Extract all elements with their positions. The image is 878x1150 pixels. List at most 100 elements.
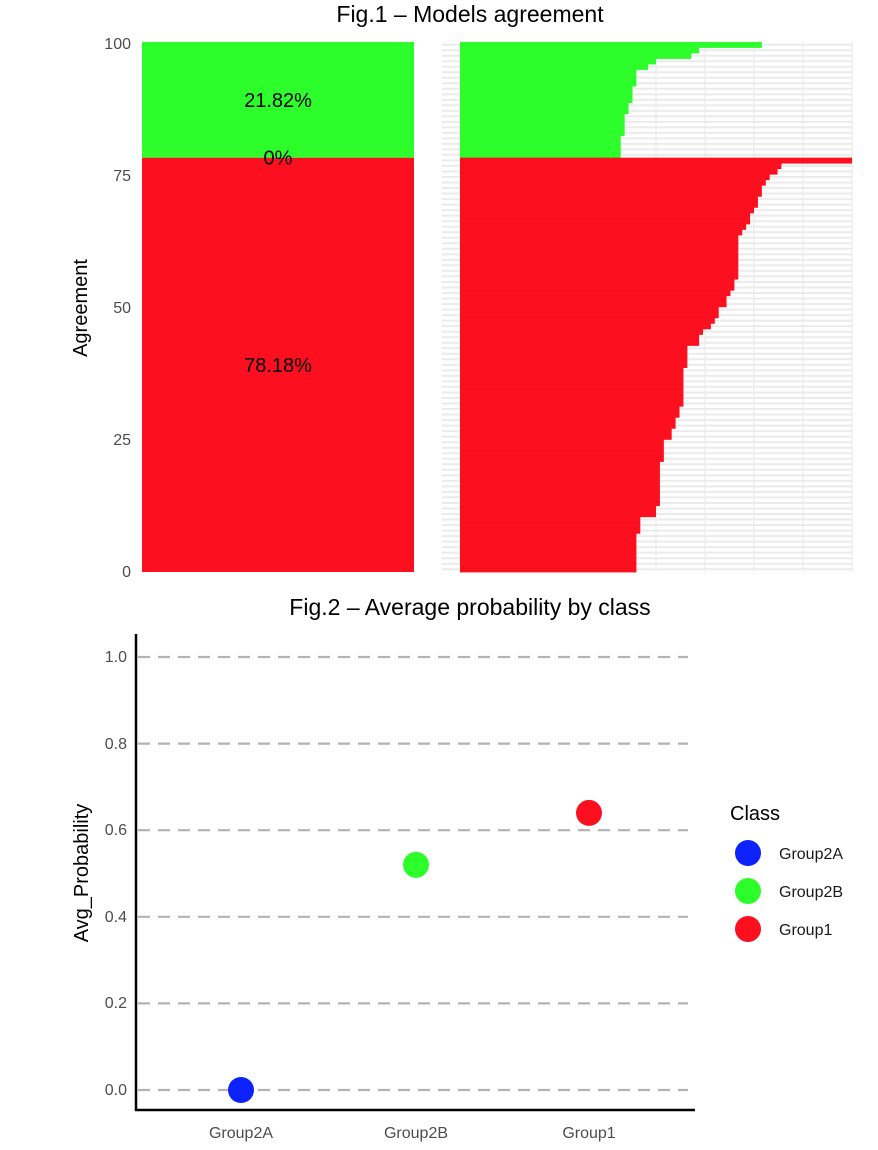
fig1-stacked-panel: [142, 42, 414, 572]
fig1-red-bar: [460, 411, 680, 418]
fig1-green-bar: [460, 102, 629, 109]
fig1-red-bar: [460, 290, 731, 297]
fig1-red-bar: [460, 544, 637, 551]
fig1-green-bar: [460, 152, 621, 159]
fig1-zero-share-label: 0%: [264, 148, 293, 170]
fig2-y-tick-0.4: 0.4: [105, 909, 127, 926]
fig1-red-bar: [460, 251, 739, 258]
legend-key-group2a: [735, 840, 761, 866]
fig1-red-bar: [460, 323, 711, 330]
fig1-red-bar: [460, 157, 852, 164]
fig1-red-bar: [460, 549, 637, 556]
fig1-green-bar: [460, 80, 637, 87]
fig1-red-bar: [460, 455, 664, 462]
fig2-y-tick-0.2: 0.2: [105, 995, 127, 1012]
fig1-red-bar: [460, 246, 739, 252]
fig1-green-bar: [460, 47, 700, 54]
fig1-red-bar: [460, 179, 766, 186]
fig1-red-bar: [460, 538, 637, 545]
fig2-legend-title: Class: [730, 803, 780, 825]
fig1-red-bar: [460, 406, 680, 413]
fig1-red-bar: [460, 511, 656, 518]
fig1-red-bar: [460, 168, 778, 175]
fig1-red-bar: [460, 339, 700, 346]
fig1-red-bar: [460, 301, 727, 308]
fig2-points: [228, 799, 602, 1103]
fig1-red-bar: [460, 234, 739, 241]
fig1-y-axis-title: Agreement: [70, 259, 92, 357]
fig1-red-bar: [460, 444, 664, 451]
fig1-red-bar: [460, 428, 672, 435]
fig1-red-bar: [460, 196, 758, 203]
legend-label-group2b: Group2B: [779, 884, 843, 901]
fig2-point-group2a: [228, 1077, 254, 1103]
fig1-red-share-label: 78.18%: [244, 355, 312, 377]
fig1-green-bar: [460, 91, 633, 98]
fig2-title: Fig.2 – Average probability by class: [289, 594, 650, 620]
legend-key-group1: [735, 916, 761, 942]
fig1-red-bar: [460, 284, 735, 291]
fig1-y-tick-0: 0: [122, 564, 131, 581]
legend-key-group2b: [735, 878, 761, 904]
fig1-red-bar: [460, 433, 672, 440]
fig2-point-group2b: [403, 851, 429, 878]
fig1-red-bar: [460, 422, 676, 429]
fig1-green-bar: [460, 97, 633, 103]
fig1-green-bar: [460, 108, 629, 114]
fig1-red-bar: [460, 218, 751, 225]
fig1-red-bar: [460, 328, 704, 335]
fig1-red-bar: [460, 555, 637, 562]
legend-label-group2a: Group2A: [779, 846, 843, 863]
fig1-red-bar: [460, 384, 684, 391]
fig1-red-bar: [460, 478, 660, 485]
fig1-red-bar: [460, 417, 676, 424]
fig1-green-bar: [460, 113, 625, 120]
fig1-red-bar: [460, 345, 688, 352]
fig1-red-bar: [460, 356, 688, 363]
fig1-red-bar: [460, 273, 739, 280]
fig1-green-bar: [460, 141, 621, 148]
fig1-red-bar: [460, 185, 762, 192]
legend-label-group1: Group1: [779, 922, 832, 939]
fig1-red-bar: [460, 505, 656, 512]
fig1-red-bar: [460, 560, 637, 567]
fig1-green-bar: [460, 53, 692, 59]
fig1-red-bar: [460, 395, 684, 402]
fig1-green-bar: [460, 58, 656, 65]
fig1-green-share-label: 21.82%: [244, 90, 312, 112]
fig1-red-bar: [460, 201, 758, 208]
fig2-y-axis-title: Avg_Probability: [71, 804, 93, 943]
fig2-legend: Class Group2A Group2B Group1: [730, 803, 843, 942]
fig1-red-bar: [460, 450, 664, 457]
fig1-red-bar: [460, 483, 660, 490]
fig1-red-bar: [460, 522, 641, 529]
fig1-y-tick-25: 25: [113, 432, 131, 449]
fig1-red-bar: [460, 389, 684, 396]
fig1-red-bar: [460, 279, 735, 286]
fig1-green-bar: [460, 124, 625, 131]
fig1-red-bar: [460, 212, 751, 219]
fig1-green-bar: [460, 130, 625, 137]
fig2-x-tick-group2a: Group2A: [209, 1125, 273, 1142]
fig1-red-bar: [460, 229, 743, 236]
fig1-red-bar: [460, 373, 684, 380]
fig2-point-group1: [576, 799, 602, 826]
fig1-red-bar: [460, 207, 754, 214]
fig1-red-bar: [460, 262, 739, 269]
fig1-red-bar: [460, 367, 684, 374]
fig1-red-bar: [460, 174, 770, 181]
fig1-red-bar: [460, 257, 739, 264]
fig1-red-bar: [460, 461, 660, 468]
fig1-green-bar: [460, 64, 649, 70]
fig2-y-tick-0.0: 0.0: [105, 1082, 127, 1099]
fig1-title: Fig.1 – Models agreement: [336, 1, 604, 27]
fig2-x-tick-group1: Group1: [562, 1125, 615, 1142]
fig1-red-bar: [460, 317, 715, 324]
fig1-red-bar: [460, 516, 641, 523]
fig1-red-bar: [460, 223, 747, 230]
fig1-green-bar: [460, 119, 625, 126]
fig1-red-bar: [460, 378, 684, 385]
fig1-green-bar: [460, 146, 621, 153]
fig1-red-bar: [460, 295, 727, 302]
